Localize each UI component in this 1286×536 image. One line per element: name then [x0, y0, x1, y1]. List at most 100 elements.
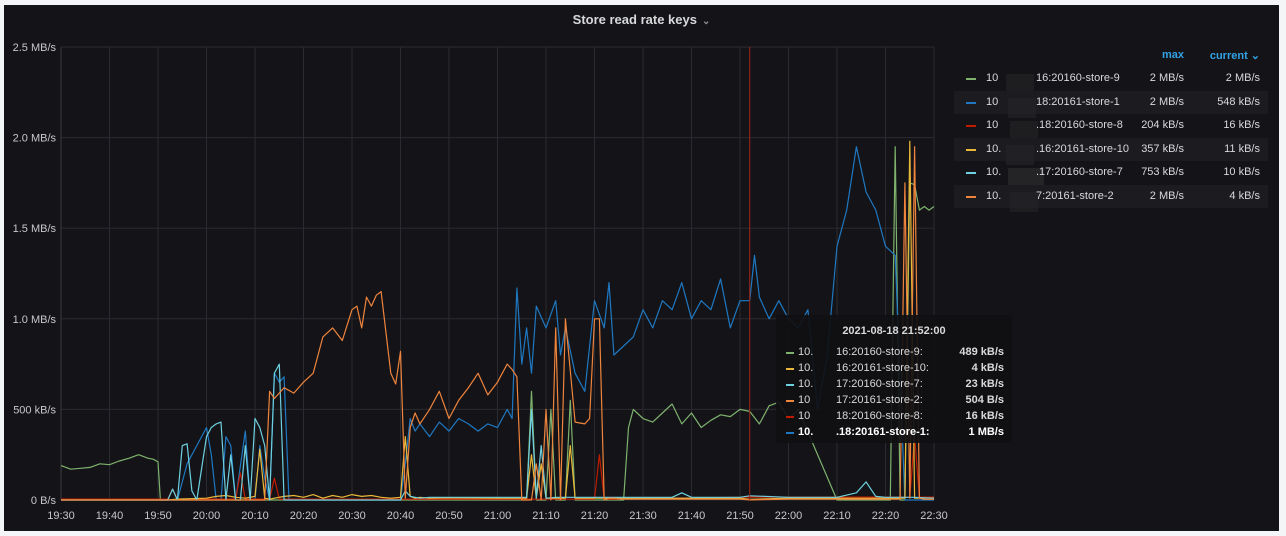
legend-series-name[interactable]: 10. .16:20161-store-10 [986, 142, 1129, 165]
tooltip-row: 10. 16:20160-store-9: 489 kB/s [786, 345, 1008, 361]
y-tick-label: 500 kB/s [13, 404, 56, 416]
x-tick-label: 20:40 [387, 510, 415, 522]
series-line-store-2[interactable] [61, 146, 934, 501]
legend-item[interactable]: 10. .17:20160-store-7 753 kB/s 10 kB/s [954, 161, 1268, 188]
legend-series-name[interactable]: 10 .18:20160-store-8 [986, 119, 1123, 141]
tooltip-value: 4 kB/s [971, 362, 1004, 374]
chevron-down-icon: ⌄ [701, 16, 711, 27]
tooltip-series-suffix: .18:20161-store-1: [836, 426, 930, 438]
legend-series-suffix: .18:20160-store-8 [1036, 119, 1123, 131]
tooltip-row: 10. 17:20160-store-7: 23 kB/s [786, 377, 1008, 393]
legend-item[interactable]: 10 18:20161-store-1 2 MB/s 548 kB/s [954, 90, 1268, 118]
legend-series-prefix: 10. [986, 189, 1002, 202]
grid [60, 46, 935, 501]
chart-area[interactable]: 0 B/s 500 kB/s 1.0 MB/s 1.5 MB/s 2.0 MB/s 2.5… [4, 5, 949, 531]
tooltip-series-suffix: 17:20161-store-2: [836, 394, 923, 406]
x-tick-label: 21:50 [726, 510, 754, 522]
legend-max-value: 753 kB/s [1141, 166, 1184, 178]
tooltip-row: 10. 16:20161-store-10: 4 kB/s [786, 361, 1008, 377]
tooltip-series-prefix: 10 [798, 410, 811, 422]
x-tick-label: 22:20 [872, 510, 900, 522]
tooltip-series-suffix: 16:20161-store-10: [836, 362, 929, 374]
series-color-swatch[interactable] [966, 101, 976, 104]
y-tick-label: 2.0 MB/s [13, 133, 57, 145]
tooltip-value: 16 kB/s [965, 410, 1004, 422]
legend-series-suffix: .17:20160-store-7 [1036, 166, 1123, 178]
tooltip-series-suffix: 16:20160-store-9: [836, 346, 923, 358]
x-tick-label: 20:50 [435, 510, 463, 522]
y-tick-label: 1.5 MB/s [13, 223, 57, 235]
tooltip-time: 2021-08-18 21:52:00 [842, 325, 946, 337]
x-tick-label: 19:50 [144, 510, 172, 522]
legend-series-name[interactable]: 10. .17:20160-store-7 [986, 166, 1123, 188]
redacted-region [1010, 121, 1038, 141]
legend-current-value: 10 kB/s [1223, 166, 1260, 178]
series-color-swatch [786, 432, 794, 434]
tooltip-value: 489 kB/s [959, 346, 1004, 358]
x-tick-label: 19:30 [47, 510, 75, 522]
x-tick-label: 20:20 [290, 510, 318, 522]
legend-col-max[interactable]: max [1161, 49, 1184, 61]
series-color-swatch [786, 352, 794, 354]
legend-item[interactable]: 10. 7:20161-store-2 2 MB/s 4 kB/s [954, 184, 1268, 212]
tooltip-series-prefix: 10 [798, 394, 811, 406]
legend-current-value: 4 kB/s [1229, 189, 1260, 202]
legend-series-prefix: 10. [986, 142, 1002, 155]
legend-current-value: 548 kB/s [1217, 95, 1260, 108]
tooltip-row: 10 17:20161-store-2: 504 B/s [786, 393, 1008, 409]
legend-col-current[interactable]: current ⌄ [1209, 50, 1260, 62]
legend-current-value: 11 kB/s [1224, 142, 1260, 155]
legend-max-value: 357 kB/s [1141, 142, 1184, 155]
hover-tooltip: 2021-08-18 21:52:00 10. 16:20160-store-9:… [776, 315, 1012, 443]
tooltip-series-name: 10. 16:20161-store-10: [798, 362, 929, 374]
legend-series-name[interactable]: 10 18:20161-store-1 [986, 96, 1120, 118]
series-color-swatch[interactable] [966, 125, 976, 127]
tooltip-value: 504 B/s [965, 394, 1004, 406]
series-lines [60, 140, 935, 501]
legend-series-name[interactable]: 10. 7:20161-store-2 [986, 189, 1114, 212]
series-color-swatch[interactable] [966, 172, 976, 174]
legend-series-prefix: 10 [986, 119, 999, 131]
legend-series-suffix: 18:20161-store-1 [1036, 95, 1120, 108]
legend-series-prefix: 10 [986, 72, 999, 84]
legend-series-suffix: 7:20161-store-2 [1036, 189, 1114, 202]
tooltip-series-suffix: 18:20160-store-8: [836, 410, 923, 422]
series-color-swatch [786, 400, 794, 402]
tooltip-series-name: 10. .18:20161-store-1: [798, 426, 930, 438]
series-color-swatch [786, 368, 794, 370]
legend-item[interactable]: 10 .18:20160-store-8 204 kB/s 16 kB/s [954, 114, 1268, 141]
x-axis: 19:30 19:40 19:50 20:00 20:10 20:20 20:30 20:40… [47, 510, 948, 522]
legend-series-suffix: 16:20160-store-9 [1036, 72, 1120, 84]
x-tick-label: 20:30 [338, 510, 366, 522]
tooltip-series-name: 10. 16:20160-store-9: [798, 346, 923, 358]
series-color-swatch [786, 384, 794, 386]
legend-item[interactable]: 10 16:20160-store-9 2 MB/s 2 MB/s [954, 67, 1268, 94]
series-color-swatch [786, 416, 794, 418]
series-color-swatch[interactable] [966, 148, 976, 151]
x-tick-label: 21:00 [484, 510, 512, 522]
y-axis: 0 B/s 500 kB/s 1.0 MB/s 1.5 MB/s 2.0 MB/s 2.5… [13, 42, 57, 507]
legend-table: max current ⌄ 10 16:20160-store-9 2 MB/s 2 … [954, 45, 1268, 212]
legend-series-name[interactable]: 10 16:20160-store-9 [986, 72, 1120, 94]
tooltip-series-prefix: 10. [798, 378, 814, 390]
tooltip-series-prefix: 10. [798, 346, 814, 358]
legend-max-value: 2 MB/s [1149, 95, 1184, 108]
legend-header: max current ⌄ [954, 45, 1268, 67]
panel-title[interactable]: Store read rate keys ⌄ [4, 12, 1279, 27]
series-line-store-7[interactable] [61, 363, 935, 501]
series-color-swatch[interactable] [966, 78, 976, 80]
series-line-store-9[interactable] [60, 146, 935, 501]
series-color-swatch[interactable] [966, 195, 976, 198]
tooltip-row: 10 18:20160-store-8: 16 kB/s [786, 409, 1008, 425]
y-tick-label: 0 B/s [31, 495, 57, 507]
x-tick-label: 20:10 [241, 510, 269, 522]
redacted-region [1006, 144, 1034, 165]
redacted-region [1008, 97, 1036, 118]
tooltip-series-name: 10 18:20160-store-8: [798, 410, 923, 422]
redacted-region [1006, 74, 1034, 94]
y-tick-label: 2.5 MB/s [13, 42, 57, 54]
legend-item[interactable]: 10. .16:20161-store-10 357 kB/s 11 kB/s [954, 137, 1268, 165]
tooltip-value: 23 kB/s [965, 378, 1004, 390]
legend-current-value: 2 MB/s [1225, 72, 1260, 84]
legend-current-value: 16 kB/s [1223, 119, 1260, 131]
